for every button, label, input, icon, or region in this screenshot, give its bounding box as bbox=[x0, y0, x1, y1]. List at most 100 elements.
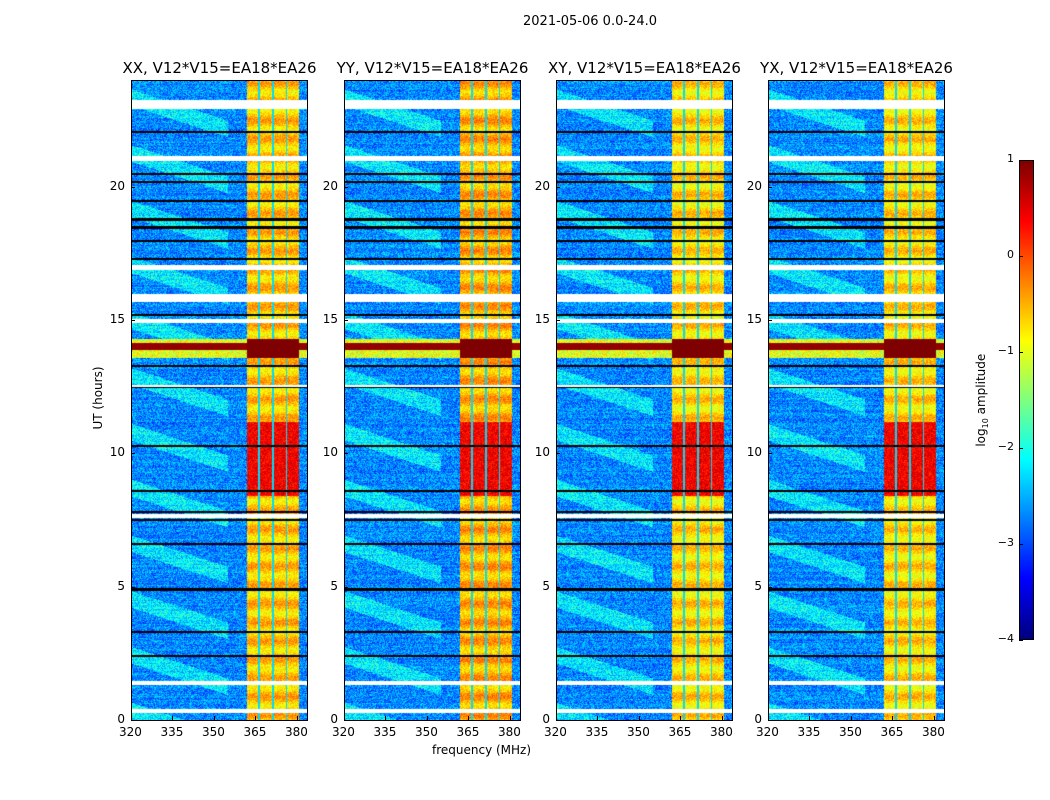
colorbar-tick-mark bbox=[1019, 160, 1023, 161]
x-tick-mark bbox=[344, 716, 345, 720]
colorbar-tick-label: −2 bbox=[997, 440, 1014, 453]
y-tick-label: 20 bbox=[109, 178, 125, 193]
y-tick-mark bbox=[131, 453, 135, 455]
x-tick-label: 320 bbox=[544, 725, 567, 739]
y-tick-mark bbox=[556, 320, 560, 321]
x-tick-label: 380 bbox=[284, 725, 308, 739]
x-tick-label: 365 bbox=[668, 725, 692, 739]
x-tick-label: 335 bbox=[160, 725, 184, 739]
heatmap-image bbox=[132, 81, 307, 720]
y-tick-mark bbox=[344, 453, 348, 455]
x-tick-mark bbox=[809, 716, 811, 720]
y-tick-label: 15 bbox=[322, 312, 338, 326]
heatmap-image bbox=[769, 81, 944, 720]
colorbar-tick-label: 0 bbox=[1007, 248, 1014, 261]
colorbar-label-sub: 10 bbox=[981, 418, 991, 429]
panel-title: YY, V12*V15=EA18*EA26 bbox=[336, 59, 529, 77]
x-tick-label: 350 bbox=[838, 725, 862, 739]
x-tick-mark bbox=[892, 716, 894, 720]
x-tick-mark bbox=[385, 716, 387, 720]
heatmap-image bbox=[345, 81, 520, 720]
x-tick-mark bbox=[509, 716, 511, 720]
x-tick-label: 380 bbox=[921, 725, 945, 739]
spectrogram-panel-xx bbox=[131, 80, 308, 721]
y-tick-label: 10 bbox=[534, 445, 550, 460]
y-tick-mark bbox=[768, 586, 772, 588]
colorbar-tick-mark bbox=[1019, 352, 1023, 353]
x-tick-label: 350 bbox=[414, 725, 438, 739]
x-tick-label: 320 bbox=[119, 725, 142, 739]
colorbar-label: log10 amplitude bbox=[974, 350, 990, 450]
colorbar-tick-label: −4 bbox=[997, 632, 1014, 645]
x-tick-label: 335 bbox=[373, 725, 397, 739]
x-tick-mark bbox=[638, 716, 640, 720]
x-tick-label: 365 bbox=[456, 725, 480, 739]
y-tick-mark bbox=[131, 720, 135, 721]
y-tick-mark bbox=[768, 453, 772, 455]
spectrogram-panel-xy bbox=[556, 80, 733, 721]
x-tick-mark bbox=[296, 716, 298, 720]
y-tick-label: 20 bbox=[746, 178, 762, 193]
y-tick-mark bbox=[131, 320, 135, 321]
colorbar-tick-mark bbox=[1019, 544, 1023, 545]
y-tick-label: 20 bbox=[322, 178, 338, 193]
y-tick-label: 5 bbox=[542, 578, 550, 593]
y-tick-mark bbox=[344, 186, 348, 188]
figure-title: 2021-05-06 0.0-24.0 bbox=[523, 14, 657, 29]
x-tick-mark bbox=[933, 716, 935, 720]
x-tick-mark bbox=[721, 716, 723, 720]
y-tick-label: 20 bbox=[534, 178, 550, 193]
y-tick-label: 0 bbox=[542, 712, 550, 726]
x-tick-mark bbox=[172, 716, 174, 720]
colorbar bbox=[1019, 160, 1034, 640]
x-tick-mark bbox=[768, 716, 769, 720]
x-tick-label: 350 bbox=[626, 725, 650, 739]
colorbar-tick-mark bbox=[1019, 448, 1023, 449]
y-tick-mark bbox=[768, 320, 772, 321]
y-tick-label: 0 bbox=[117, 712, 125, 726]
panel-title: YX, V12*V15=EA18*EA26 bbox=[760, 59, 953, 77]
x-tick-mark bbox=[426, 716, 428, 720]
y-tick-mark bbox=[131, 186, 135, 188]
colorbar-tick-label: 1 bbox=[1007, 152, 1014, 165]
colorbar-tick-label: −3 bbox=[997, 536, 1014, 549]
panel-title: XX, V12*V15=EA18*EA26 bbox=[122, 59, 317, 77]
spectrogram-panel-yx bbox=[768, 80, 945, 721]
y-tick-mark bbox=[344, 320, 348, 321]
x-tick-label: 350 bbox=[201, 725, 225, 739]
panel-title: XY, V12*V15=EA18*EA26 bbox=[548, 59, 741, 77]
x-tick-label: 335 bbox=[585, 725, 609, 739]
x-tick-label: 365 bbox=[880, 725, 904, 739]
y-tick-mark bbox=[556, 186, 560, 188]
x-tick-mark bbox=[255, 716, 257, 720]
y-tick-mark bbox=[768, 720, 772, 721]
x-tick-label: 365 bbox=[243, 725, 267, 739]
colorbar-tick-mark bbox=[1019, 640, 1023, 641]
heatmap-image bbox=[557, 81, 732, 720]
spectrogram-panel-yy bbox=[344, 80, 521, 721]
y-tick-label: 15 bbox=[109, 312, 125, 326]
x-tick-label: 380 bbox=[709, 725, 733, 739]
x-tick-label: 320 bbox=[332, 725, 355, 739]
x-tick-label: 335 bbox=[797, 725, 821, 739]
y-tick-mark bbox=[344, 720, 348, 721]
colorbar-label-rest: amplitude bbox=[973, 353, 988, 419]
y-tick-label: 5 bbox=[330, 578, 338, 593]
x-tick-mark bbox=[213, 716, 215, 720]
y-tick-label: 15 bbox=[746, 312, 762, 326]
x-tick-mark bbox=[850, 716, 852, 720]
x-tick-mark bbox=[468, 716, 470, 720]
x-tick-mark bbox=[556, 716, 557, 720]
y-tick-label: 15 bbox=[534, 312, 550, 326]
y-tick-label: 5 bbox=[754, 578, 762, 593]
colorbar-label-main: log bbox=[973, 428, 988, 447]
x-tick-mark bbox=[131, 716, 132, 720]
y-tick-mark bbox=[344, 586, 348, 588]
y-tick-mark bbox=[556, 453, 560, 455]
y-tick-label: 10 bbox=[109, 445, 125, 460]
y-tick-mark bbox=[768, 186, 772, 188]
y-tick-mark bbox=[131, 586, 135, 588]
x-axis-label: frequency (MHz) bbox=[432, 743, 532, 757]
x-tick-mark bbox=[597, 716, 599, 720]
